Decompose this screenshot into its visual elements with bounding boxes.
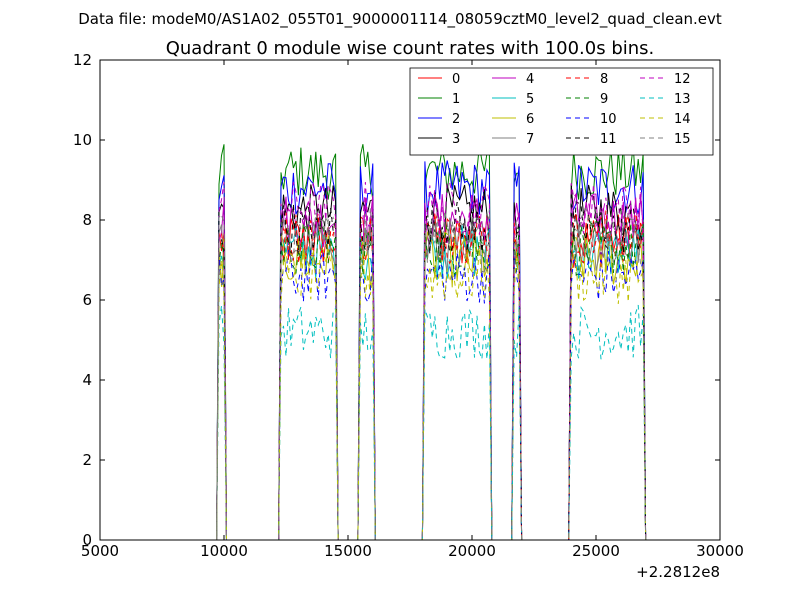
legend-label-3: 3 <box>452 132 460 147</box>
legend-label-9: 9 <box>600 92 608 107</box>
legend-label-6: 6 <box>526 112 534 127</box>
series-line-11 <box>216 200 647 541</box>
y-tick-label: 8 <box>82 211 92 229</box>
y-tick-label: 2 <box>82 451 92 469</box>
x-tick-label: 10000 <box>200 542 248 560</box>
y-tick-label: 0 <box>82 531 92 549</box>
legend-label-11: 11 <box>600 132 617 147</box>
y-tick-label: 12 <box>73 51 92 69</box>
series-line-14 <box>216 247 647 541</box>
x-tick-label: 30000 <box>696 542 744 560</box>
x-tick-label: 15000 <box>324 542 372 560</box>
legend-label-13: 13 <box>674 92 691 107</box>
legend-label-2: 2 <box>452 112 460 127</box>
x-tick-label: 5000 <box>81 542 119 560</box>
legend-label-15: 15 <box>674 132 691 147</box>
series-line-2 <box>216 160 647 541</box>
series-line-3 <box>216 184 647 541</box>
legend-label-14: 14 <box>674 112 691 127</box>
legend-frame <box>409 67 714 156</box>
series-line-7 <box>216 216 647 541</box>
x-tick-label: 20000 <box>448 542 496 560</box>
legend-label-8: 8 <box>600 72 608 87</box>
legend-label-10: 10 <box>600 112 617 127</box>
legend-label-7: 7 <box>526 132 534 147</box>
figure-suptitle: Data file: modeM0/AS1A02_055T01_90000011… <box>78 10 722 29</box>
legend-label-5: 5 <box>526 92 534 107</box>
x-tick-label: 25000 <box>572 542 620 560</box>
y-tick-label: 10 <box>73 131 92 149</box>
y-tick-label: 4 <box>82 371 92 389</box>
y-tick-label: 6 <box>82 291 92 309</box>
legend-label-0: 0 <box>452 72 460 87</box>
legend-label-12: 12 <box>674 72 691 87</box>
chart-title: Quadrant 0 module wise count rates with … <box>166 38 655 59</box>
series-layer <box>216 144 647 541</box>
x-offset-label: +2.2812e8 <box>636 563 720 581</box>
series-line-1 <box>216 144 647 541</box>
legend-label-4: 4 <box>526 72 534 87</box>
legend-label-1: 1 <box>452 92 460 107</box>
series-line-8 <box>216 209 647 541</box>
series-line-13 <box>216 304 647 541</box>
series-line-12 <box>216 181 647 541</box>
